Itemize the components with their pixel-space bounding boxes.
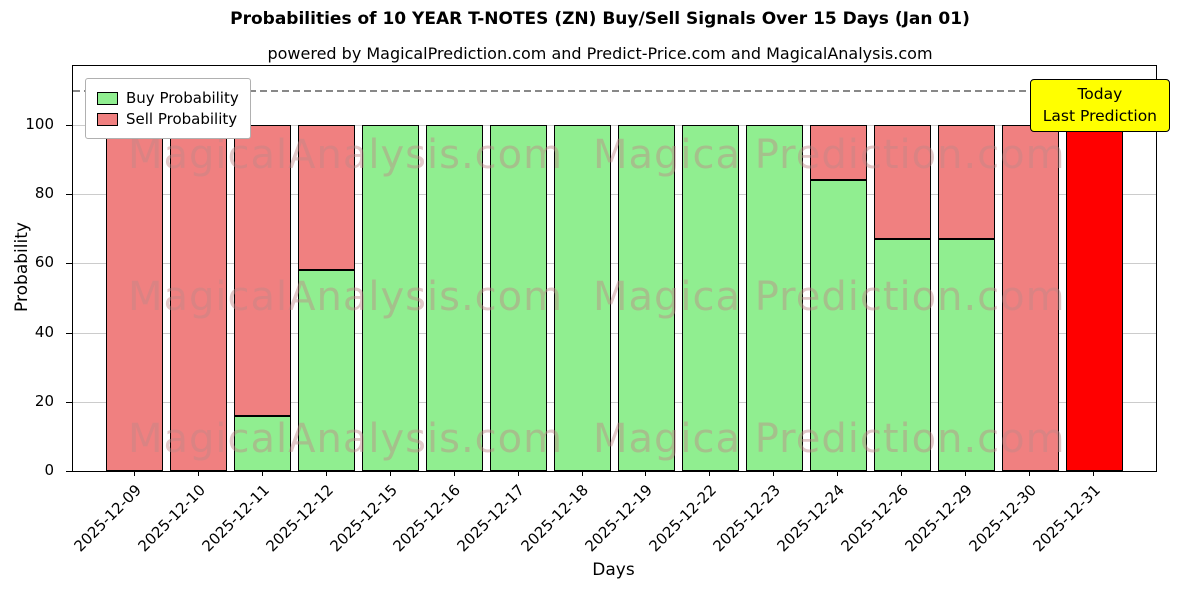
watermark-text: Magica Prediction.com — [593, 274, 1066, 320]
bar-segment-sell — [234, 124, 292, 416]
bar-segment-sell — [873, 124, 931, 240]
x-tick-mark — [197, 471, 199, 476]
legend-swatch-buy-icon — [97, 91, 118, 105]
gridline — [73, 124, 1156, 126]
x-tick-label: 2025-12-16 — [390, 481, 465, 556]
bar-segment-buy — [873, 239, 931, 471]
x-tick-mark — [773, 471, 775, 476]
x-tick-mark — [517, 471, 519, 476]
bar-segment-buy — [490, 124, 548, 471]
x-tick-mark — [709, 471, 711, 476]
gridline — [73, 332, 1156, 334]
legend-swatch-sell-icon — [97, 112, 118, 126]
y-tick-mark — [66, 124, 73, 126]
today-annotation: Today Last Prediction — [1029, 79, 1170, 132]
bar-segment-sell — [937, 124, 995, 240]
y-tick-label: 20 — [34, 391, 54, 410]
y-tick-mark — [66, 401, 73, 403]
x-tick-label: 2025-12-15 — [326, 481, 401, 556]
bar-segment-sell — [809, 124, 867, 181]
y-tick-mark — [66, 194, 73, 196]
bar-segment-sell — [1001, 124, 1059, 471]
watermark-text: Magica Prediction.com — [593, 132, 1066, 178]
legend-label-buy: Buy Probability — [126, 89, 239, 107]
y-tick-mark — [66, 471, 73, 472]
bar-segment-buy — [234, 415, 292, 471]
x-tick-label: 2025-12-24 — [773, 481, 849, 556]
y-axis-ticks: 0 20 40 60 80 100 — [0, 0, 66, 600]
bar-segment-buy — [426, 124, 484, 471]
watermark-text: MagicalAnalysis.com — [128, 274, 564, 320]
legend: Buy Probability Sell Probability — [85, 78, 251, 139]
bar-segment-buy — [937, 239, 995, 471]
bar-segment-sell — [1065, 124, 1123, 471]
y-tick-mark — [66, 332, 73, 334]
x-tick-mark — [837, 471, 839, 476]
x-tick-mark — [1093, 471, 1095, 476]
x-tick-label: 2025-12-29 — [901, 481, 976, 556]
x-tick-mark — [965, 471, 967, 476]
bar-segment-sell — [106, 124, 164, 471]
x-tick-label: 2025-12-31 — [1029, 481, 1104, 556]
bar-segment-buy — [362, 124, 420, 471]
chart-subtitle: powered by MagicalPrediction.com and Pre… — [267, 44, 933, 63]
x-tick-mark — [453, 471, 455, 476]
x-tick-mark — [645, 471, 647, 476]
today-annotation-line2: Last Prediction — [1042, 107, 1157, 126]
y-tick-label: 40 — [34, 322, 54, 341]
bar-segment-buy — [745, 124, 803, 471]
bar-segment-sell — [298, 124, 356, 271]
x-tick-label: 2025-12-23 — [709, 481, 785, 556]
y-tick-mark — [66, 263, 73, 265]
watermark-text: MagicalAnalysis.com — [128, 132, 564, 178]
bar-segment-buy — [617, 124, 675, 471]
gridline — [73, 401, 1156, 403]
y-tick-label: 100 — [25, 114, 54, 133]
x-tick-label: 2025-12-18 — [517, 481, 593, 556]
x-tick-label: 2025-12-10 — [134, 481, 209, 556]
bar-segment-buy — [681, 124, 739, 471]
x-tick-mark — [389, 471, 391, 476]
bar-segment-buy — [554, 124, 612, 471]
legend-label-sell: Sell Probability — [126, 110, 238, 128]
x-tick-label: 2025-12-09 — [70, 481, 145, 556]
x-axis-label: Days — [592, 560, 635, 580]
x-tick-label: 2025-12-12 — [262, 481, 337, 556]
bar-segment-buy — [809, 180, 867, 471]
y-tick-label: 80 — [34, 184, 54, 203]
x-tick-label: 2025-12-11 — [198, 481, 273, 556]
watermark-text: MagicalAnalysis.com — [128, 416, 564, 462]
x-tick-label: 2025-12-19 — [581, 481, 657, 556]
x-tick-mark — [1029, 471, 1031, 476]
x-tick-label: 2025-12-17 — [453, 481, 529, 556]
legend-item-buy: Buy Probability — [97, 89, 239, 107]
gridline — [73, 263, 1156, 265]
chart-title: Probabilities of 10 YEAR T-NOTES (ZN) Bu… — [230, 9, 970, 29]
x-tick-label: 2025-12-22 — [645, 481, 721, 556]
x-tick-label: 2025-12-26 — [837, 481, 912, 556]
bar-segment-buy — [298, 270, 356, 471]
x-axis-ticks: 2025-12-09 2025-12-10 2025-12-11 2025-12-12… — [70, 471, 1155, 586]
x-tick-mark — [261, 471, 263, 476]
gridline — [73, 194, 1156, 196]
legend-item-sell: Sell Probability — [97, 110, 239, 128]
today-annotation-line1: Today — [1077, 85, 1123, 103]
x-tick-mark — [325, 471, 327, 476]
threshold-dashline — [73, 90, 1156, 92]
x-tick-mark — [581, 471, 583, 476]
x-tick-label: 2025-12-30 — [965, 481, 1040, 556]
watermark-text: Magica Prediction.com — [593, 416, 1066, 462]
x-tick-mark — [133, 471, 135, 476]
plot-area: Buy Probability Sell Probability Today L… — [66, 65, 1170, 472]
y-tick-label: 60 — [34, 253, 54, 272]
y-tick-label: 0 — [44, 461, 54, 479]
x-tick-mark — [901, 471, 903, 476]
